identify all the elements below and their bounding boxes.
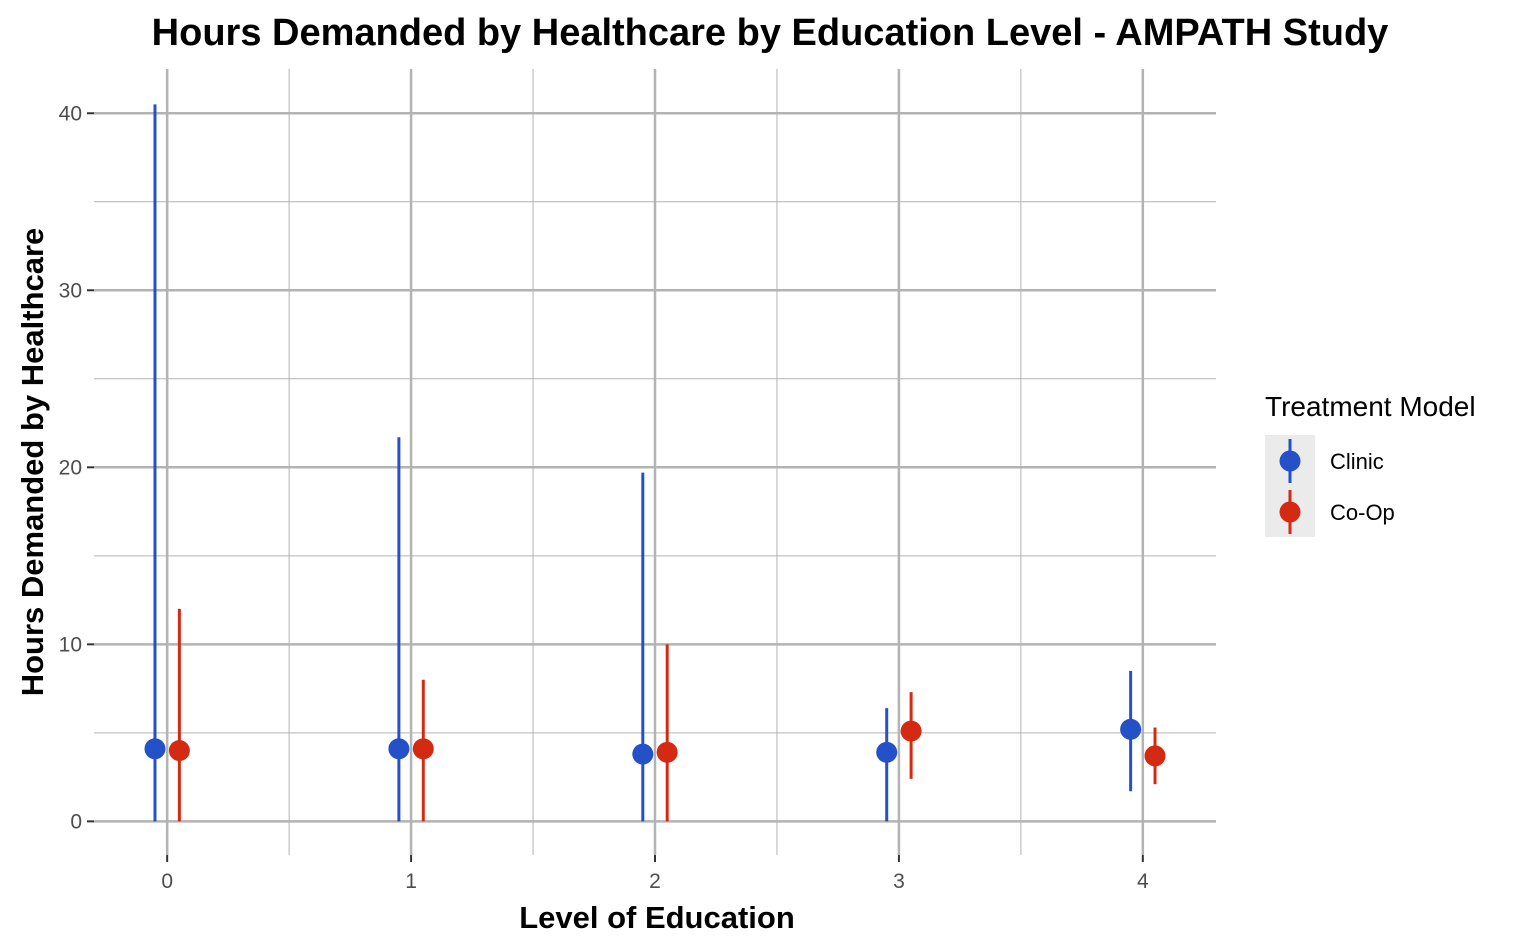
legend-key-point-co-op (1279, 501, 1301, 523)
x-tick-label: 2 (649, 870, 661, 893)
y-tick-label: 0 (70, 810, 82, 833)
x-axis-title: Level of Education (519, 900, 795, 935)
point-clinic (876, 741, 898, 763)
y-tick-label: 20 (59, 456, 82, 479)
y-axis-title: Hours Demanded by Healthcare (15, 228, 50, 697)
point-co-op (412, 738, 434, 760)
point-co-op (656, 741, 678, 763)
point-co-op (1144, 745, 1166, 767)
legend-label-clinic: Clinic (1330, 449, 1384, 474)
x-axis-ticks: 0 1 2 3 4 (161, 855, 1149, 893)
point-co-op (168, 740, 190, 762)
y-tick-label: 10 (59, 633, 82, 656)
x-tick-label: 4 (1137, 870, 1149, 893)
point-clinic (632, 743, 654, 765)
chart-title: Hours Demanded by Healthcare by Educatio… (152, 12, 1389, 54)
x-tick-label: 3 (893, 870, 905, 893)
point-co-op (900, 720, 922, 742)
point-clinic (144, 738, 166, 760)
x-tick-label: 1 (405, 870, 417, 893)
y-axis-ticks: 0 10 20 30 40 (59, 102, 94, 833)
legend-key-point-clinic (1279, 450, 1301, 472)
legend-items: Clinic Co-Op (1279, 439, 1395, 534)
point-clinic (388, 738, 410, 760)
y-tick-label: 40 (59, 102, 82, 125)
legend: Treatment Model Clinic Co-Op (1265, 391, 1476, 537)
legend-label-co-op: Co-Op (1330, 500, 1395, 525)
legend-title: Treatment Model (1265, 391, 1476, 422)
x-tick-label: 0 (161, 870, 173, 893)
y-tick-label: 30 (59, 279, 82, 302)
data-points (144, 718, 1166, 767)
point-clinic (1120, 718, 1142, 740)
grid (94, 69, 1216, 855)
